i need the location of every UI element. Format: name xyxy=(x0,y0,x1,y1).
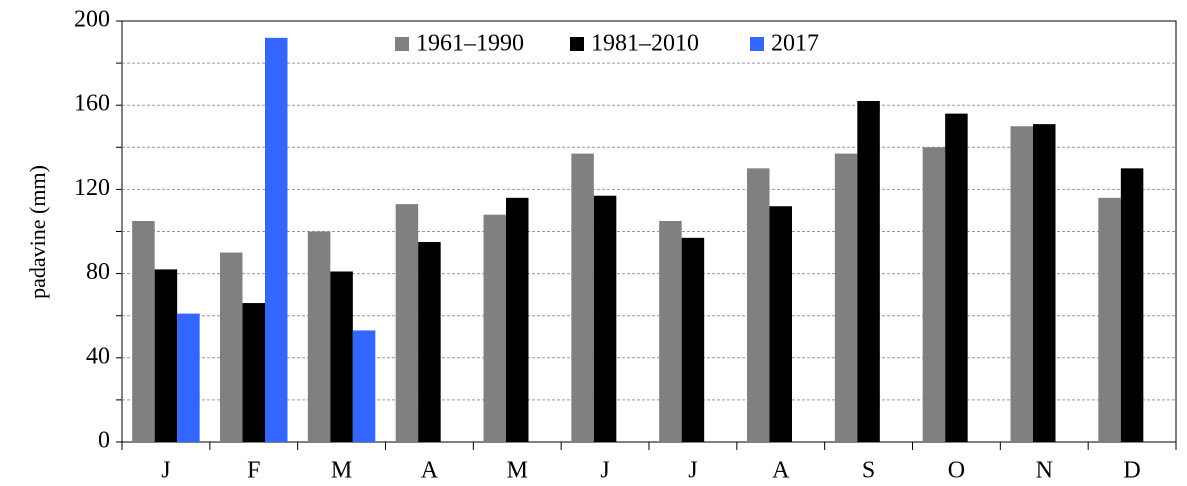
x-tick-label: N xyxy=(1036,458,1053,484)
bar xyxy=(220,252,243,442)
bar xyxy=(659,220,682,442)
x-tick-label: M xyxy=(507,458,528,484)
y-tick-label: 120 xyxy=(74,175,110,201)
bar xyxy=(747,168,770,442)
bar xyxy=(177,313,200,442)
bar xyxy=(681,237,705,442)
bar xyxy=(834,153,858,443)
legend-label: 1961–1990 xyxy=(416,31,524,57)
bar xyxy=(330,271,353,442)
bar xyxy=(307,231,331,442)
x-tick-label: S xyxy=(862,458,875,484)
legend-swatch xyxy=(395,37,409,51)
x-tick-label: J xyxy=(161,458,170,484)
bar xyxy=(593,195,617,442)
y-axis-label: padavine (mm) xyxy=(25,165,50,299)
y-tick-label: 160 xyxy=(74,91,110,117)
x-tick-label: D xyxy=(1123,458,1140,484)
x-tick-label: O xyxy=(948,458,965,484)
bar xyxy=(352,330,376,442)
bar xyxy=(418,242,441,442)
bar xyxy=(265,37,288,443)
y-tick-label: 200 xyxy=(74,7,110,33)
legend-label: 1981–2010 xyxy=(591,31,699,57)
bar xyxy=(769,206,792,442)
x-tick-label: M xyxy=(331,458,352,484)
x-tick-label: F xyxy=(247,458,260,484)
bar xyxy=(945,113,968,443)
bar xyxy=(506,197,529,442)
x-tick-label: A xyxy=(772,458,790,484)
y-tick-label: 0 xyxy=(98,428,110,454)
bar xyxy=(154,269,178,442)
bar xyxy=(1010,126,1033,442)
bar xyxy=(1098,197,1121,442)
legend-label: 2017 xyxy=(771,31,819,57)
y-tick-label: 40 xyxy=(86,343,110,369)
bar xyxy=(132,220,155,442)
legend-swatch xyxy=(750,37,764,51)
bar xyxy=(242,303,265,442)
x-tick-label: J xyxy=(600,458,609,484)
x-tick-label: J xyxy=(688,458,697,484)
bar xyxy=(395,204,419,442)
bar xyxy=(571,153,594,443)
bar xyxy=(857,100,880,443)
bar xyxy=(483,214,506,442)
y-tick-label: 80 xyxy=(86,259,110,285)
legend-swatch xyxy=(570,37,584,51)
bar xyxy=(922,147,946,443)
bar xyxy=(1033,124,1056,443)
bar xyxy=(1120,168,1144,442)
x-tick-label: A xyxy=(421,458,439,484)
